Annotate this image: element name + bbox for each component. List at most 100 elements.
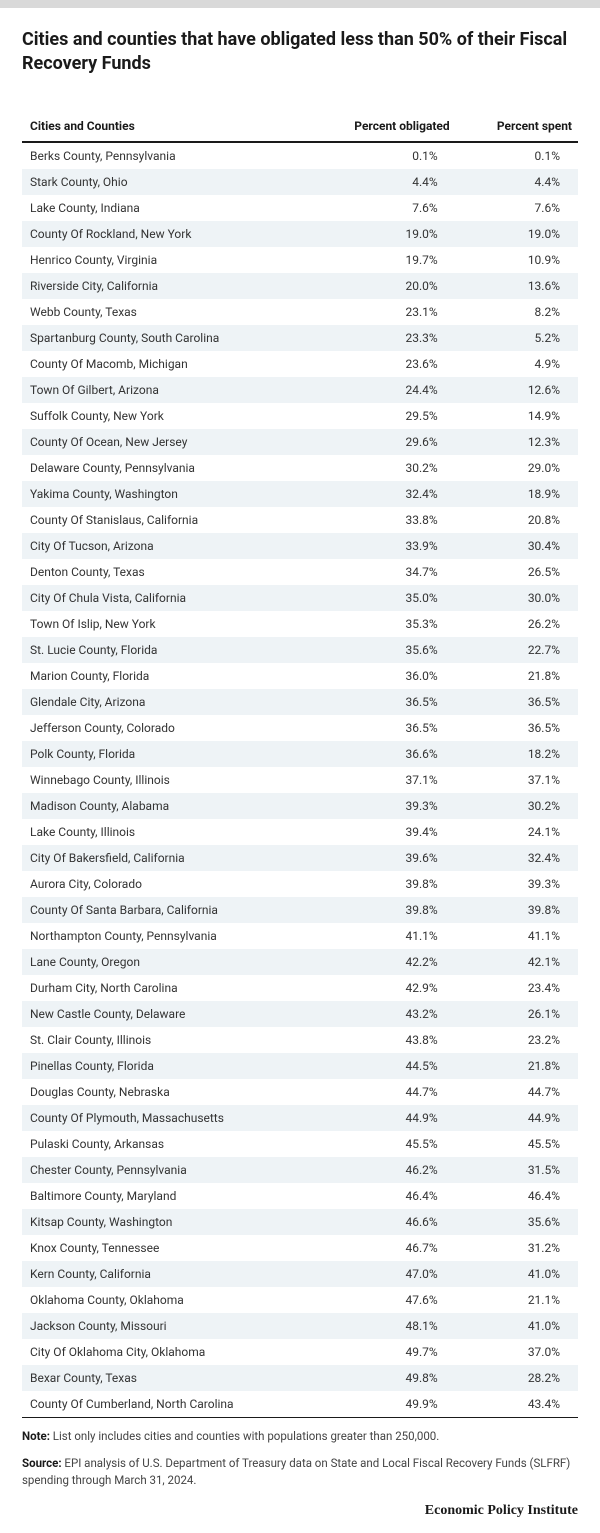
page-title: Cities and counties that have obligated … bbox=[22, 28, 578, 77]
cell-spent: 44.9% bbox=[456, 1105, 578, 1131]
note-text: List only includes cities and counties w… bbox=[50, 1429, 439, 1443]
cell-name: City Of Bakersfield, California bbox=[22, 845, 328, 871]
table-row: Madison County, Alabama39.3%30.2% bbox=[22, 793, 578, 819]
cell-spent: 41.0% bbox=[456, 1313, 578, 1339]
cell-spent: 26.5% bbox=[456, 559, 578, 585]
cell-name: County Of Rockland, New York bbox=[22, 221, 328, 247]
cell-obligated: 43.8% bbox=[328, 1027, 456, 1053]
cell-obligated: 44.9% bbox=[328, 1105, 456, 1131]
cell-obligated: 20.0% bbox=[328, 273, 456, 299]
cell-name: Madison County, Alabama bbox=[22, 793, 328, 819]
cell-obligated: 49.7% bbox=[328, 1339, 456, 1365]
table-header-row: Cities and Counties Percent obligated Pe… bbox=[22, 111, 578, 142]
cell-name: Lake County, Indiana bbox=[22, 195, 328, 221]
table-row: Riverside City, California20.0%13.6% bbox=[22, 273, 578, 299]
table-row: Lake County, Indiana7.6%7.6% bbox=[22, 195, 578, 221]
cell-name: Denton County, Texas bbox=[22, 559, 328, 585]
cell-obligated: 49.8% bbox=[328, 1365, 456, 1391]
table-row: Aurora City, Colorado39.8%39.3% bbox=[22, 871, 578, 897]
cell-spent: 24.1% bbox=[456, 819, 578, 845]
table-row: St. Clair County, Illinois43.8%23.2% bbox=[22, 1027, 578, 1053]
table-row: Delaware County, Pennsylvania30.2%29.0% bbox=[22, 455, 578, 481]
table-row: Knox County, Tennessee46.7%31.2% bbox=[22, 1235, 578, 1261]
cell-name: Kern County, California bbox=[22, 1261, 328, 1287]
cell-obligated: 35.6% bbox=[328, 637, 456, 663]
table-row: County Of Santa Barbara, California 39.8%… bbox=[22, 897, 578, 923]
cell-spent: 21.1% bbox=[456, 1287, 578, 1313]
cell-name: County Of Santa Barbara, California bbox=[22, 897, 328, 923]
table-row: Glendale City, Arizona36.5%36.5% bbox=[22, 689, 578, 715]
cell-spent: 4.4% bbox=[456, 169, 578, 195]
cell-spent: 21.8% bbox=[456, 663, 578, 689]
cell-spent: 26.1% bbox=[456, 1001, 578, 1027]
cell-spent: 5.2% bbox=[456, 325, 578, 351]
table-body: Berks County, Pennsylvania0.1%0.1%Stark … bbox=[22, 142, 578, 1418]
cell-obligated: 33.8% bbox=[328, 507, 456, 533]
table-row: Lake County, Illinois39.4%24.1% bbox=[22, 819, 578, 845]
cell-obligated: 33.9% bbox=[328, 533, 456, 559]
table-row: Jackson County, Missouri48.1%41.0% bbox=[22, 1313, 578, 1339]
cell-name: Suffolk County, New York bbox=[22, 403, 328, 429]
note-label: Note: bbox=[22, 1429, 50, 1443]
cell-name: Durham City, North Carolina bbox=[22, 975, 328, 1001]
cell-spent: 14.9% bbox=[456, 403, 578, 429]
cell-obligated: 37.1% bbox=[328, 767, 456, 793]
cell-name: County Of Stanislaus, California bbox=[22, 507, 328, 533]
cell-obligated: 45.5% bbox=[328, 1131, 456, 1157]
cell-obligated: 44.7% bbox=[328, 1079, 456, 1105]
cell-spent: 39.8% bbox=[456, 897, 578, 923]
cell-obligated: 46.2% bbox=[328, 1157, 456, 1183]
cell-obligated: 23.3% bbox=[328, 325, 456, 351]
cell-obligated: 41.1% bbox=[328, 923, 456, 949]
table-row: Kern County, California47.0%41.0% bbox=[22, 1261, 578, 1287]
cell-name: Jefferson County, Colorado bbox=[22, 715, 328, 741]
cell-spent: 22.7% bbox=[456, 637, 578, 663]
table-row: County Of Plymouth, Massachusetts44.9%44… bbox=[22, 1105, 578, 1131]
cell-spent: 18.2% bbox=[456, 741, 578, 767]
cell-name: County Of Ocean, New Jersey bbox=[22, 429, 328, 455]
table-row: Polk County, Florida36.6%18.2% bbox=[22, 741, 578, 767]
table-row: Yakima County, Washington32.4%18.9% bbox=[22, 481, 578, 507]
cell-obligated: 23.1% bbox=[328, 299, 456, 325]
cell-name: Yakima County, Washington bbox=[22, 481, 328, 507]
cell-name: Douglas County, Nebraska bbox=[22, 1079, 328, 1105]
cell-name: County Of Plymouth, Massachusetts bbox=[22, 1105, 328, 1131]
cell-name: Chester County, Pennsylvania bbox=[22, 1157, 328, 1183]
cell-name: New Castle County, Delaware bbox=[22, 1001, 328, 1027]
cell-spent: 13.6% bbox=[456, 273, 578, 299]
cell-spent: 36.5% bbox=[456, 715, 578, 741]
cell-obligated: 46.7% bbox=[328, 1235, 456, 1261]
table-row: County Of Cumberland, North Carolina49.9… bbox=[22, 1391, 578, 1418]
cell-spent: 7.6% bbox=[456, 195, 578, 221]
cell-spent: 37.1% bbox=[456, 767, 578, 793]
table-row: Jefferson County, Colorado36.5%36.5% bbox=[22, 715, 578, 741]
cell-name: Town Of Gilbert, Arizona bbox=[22, 377, 328, 403]
cell-obligated: 42.2% bbox=[328, 949, 456, 975]
cell-name: Town Of Islip, New York bbox=[22, 611, 328, 637]
cell-name: Webb County, Texas bbox=[22, 299, 328, 325]
cell-name: Glendale City, Arizona bbox=[22, 689, 328, 715]
cell-spent: 20.8% bbox=[456, 507, 578, 533]
table-row: Douglas County, Nebraska44.7%44.7% bbox=[22, 1079, 578, 1105]
cell-obligated: 4.4% bbox=[328, 169, 456, 195]
table-row: Baltimore County, Maryland46.4%46.4% bbox=[22, 1183, 578, 1209]
cell-obligated: 47.6% bbox=[328, 1287, 456, 1313]
cell-obligated: 19.7% bbox=[328, 247, 456, 273]
cell-spent: 10.9% bbox=[456, 247, 578, 273]
cell-name: Pinellas County, Florida bbox=[22, 1053, 328, 1079]
cell-obligated: 39.3% bbox=[328, 793, 456, 819]
cell-spent: 23.2% bbox=[456, 1027, 578, 1053]
cell-name: Knox County, Tennessee bbox=[22, 1235, 328, 1261]
table-row: St. Lucie County, Florida35.6%22.7% bbox=[22, 637, 578, 663]
cell-name: Lane County, Oregon bbox=[22, 949, 328, 975]
cell-name: County Of Cumberland, North Carolina bbox=[22, 1391, 328, 1418]
col-header-obligated: Percent obligated bbox=[328, 111, 456, 142]
cell-obligated: 23.6% bbox=[328, 351, 456, 377]
cell-name: Stark County, Ohio bbox=[22, 169, 328, 195]
cell-spent: 21.8% bbox=[456, 1053, 578, 1079]
cell-name: Lake County, Illinois bbox=[22, 819, 328, 845]
table-row: Webb County, Texas23.1%8.2% bbox=[22, 299, 578, 325]
cell-name: Kitsap County, Washington bbox=[22, 1209, 328, 1235]
cell-obligated: 39.8% bbox=[328, 871, 456, 897]
cell-spent: 26.2% bbox=[456, 611, 578, 637]
